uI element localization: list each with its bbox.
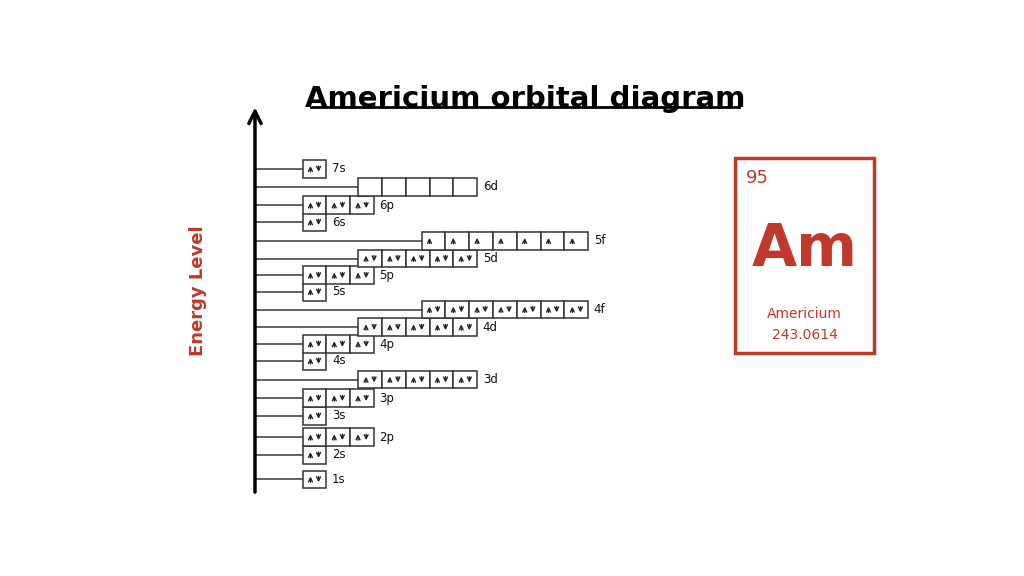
Bar [303,283,327,301]
Text: 5d: 5d [482,252,498,265]
Text: 6p: 6p [380,199,394,212]
Bar [303,213,327,231]
Bar [358,319,382,336]
Bar [517,301,541,319]
Text: 4s: 4s [332,354,345,367]
Bar [350,429,374,446]
Bar [422,301,445,319]
Bar [303,335,327,353]
Text: 95: 95 [745,169,768,187]
Bar [541,301,564,319]
Bar [303,471,327,488]
Bar [422,232,445,249]
Text: Americium: Americium [767,307,842,321]
Bar [303,389,327,407]
Bar [327,196,350,214]
Text: 4f: 4f [594,303,605,316]
Bar [454,178,477,195]
Bar [445,301,469,319]
Bar [350,196,374,214]
Bar [303,407,327,425]
Bar [517,232,541,249]
Bar [406,371,430,388]
Bar [303,352,327,370]
Bar [327,429,350,446]
Bar [350,335,374,353]
Text: 5f: 5f [594,234,605,247]
Bar [327,335,350,353]
Bar [469,232,494,249]
Text: 2s: 2s [332,449,345,461]
Bar [303,196,327,214]
Bar [494,301,517,319]
Bar [735,158,873,353]
Bar [350,389,374,407]
Bar [406,319,430,336]
Text: 3d: 3d [482,373,498,386]
Text: 243.0614: 243.0614 [772,328,838,342]
Bar [350,267,374,284]
Text: 2p: 2p [380,431,394,444]
Bar [445,232,469,249]
Text: 4p: 4p [380,338,394,351]
Text: 4d: 4d [482,321,498,334]
Text: 6d: 6d [482,180,498,193]
Text: 6s: 6s [332,215,345,229]
Bar [564,301,588,319]
Text: Am: Am [752,221,857,278]
Text: 3p: 3p [380,392,394,405]
Bar [303,160,327,178]
Bar [327,389,350,407]
Text: 1s: 1s [332,473,345,486]
Bar [406,249,430,267]
Text: Energy Level: Energy Level [188,226,207,356]
Bar [382,178,406,195]
Text: 3s: 3s [332,410,345,422]
Bar [469,301,494,319]
Bar [454,249,477,267]
Text: Americium orbital diagram: Americium orbital diagram [304,85,745,113]
Bar [382,249,406,267]
Bar [430,249,454,267]
Bar [303,267,327,284]
Bar [303,429,327,446]
Text: 5s: 5s [332,285,345,298]
Bar [430,178,454,195]
Bar [382,319,406,336]
Bar [430,371,454,388]
Bar [406,178,430,195]
Text: 5p: 5p [380,269,394,282]
Bar [494,232,517,249]
Bar [541,232,564,249]
Bar [564,232,588,249]
Bar [327,267,350,284]
Bar [382,371,406,388]
Bar [454,371,477,388]
Bar [430,319,454,336]
Bar [303,446,327,464]
Bar [454,319,477,336]
Bar [358,371,382,388]
Text: 7s: 7s [332,162,345,176]
Bar [358,249,382,267]
Bar [358,178,382,195]
